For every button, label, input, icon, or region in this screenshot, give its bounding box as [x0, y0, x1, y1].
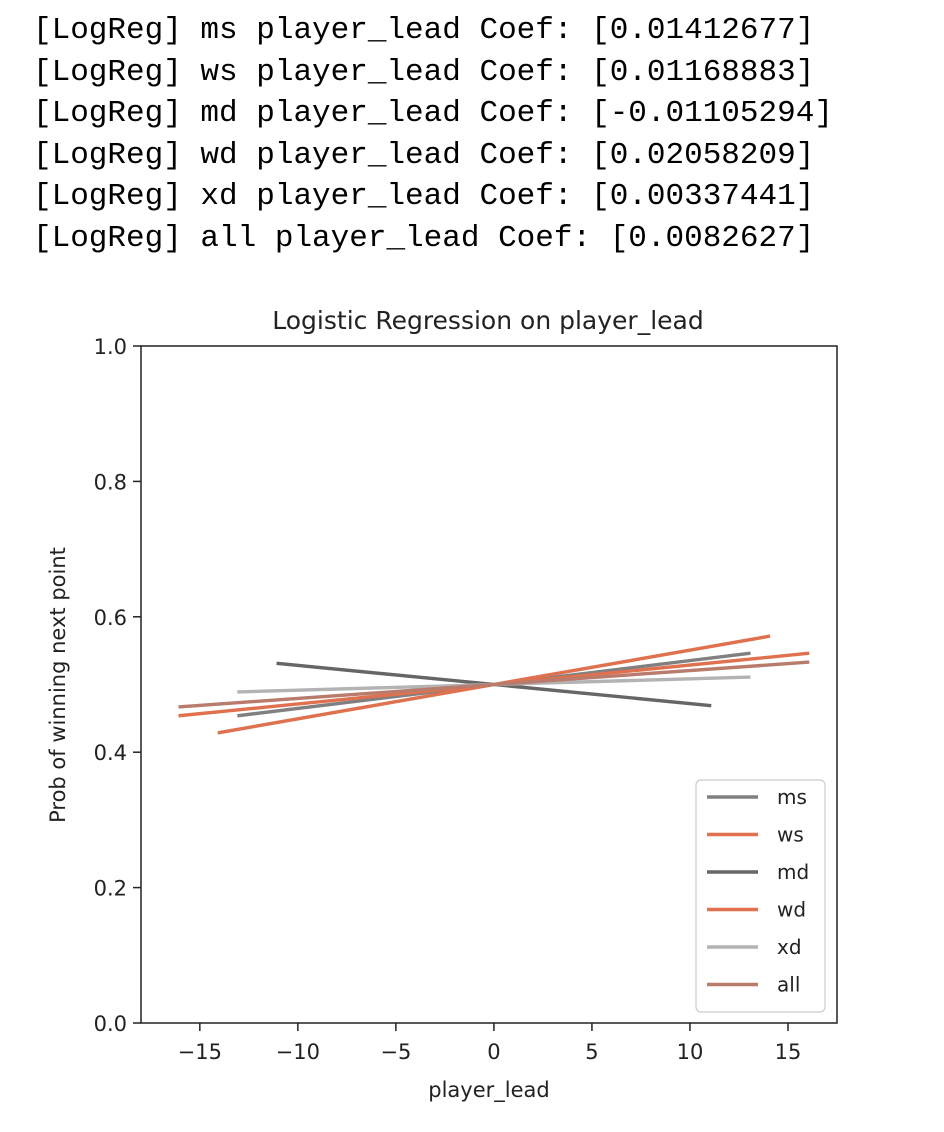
- x-tick-label: 10: [677, 1040, 704, 1064]
- legend: ms ws md wd xd all: [695, 779, 826, 1013]
- console-line: [LogReg] xd player_lead Coef: [0.0033744…: [33, 179, 815, 214]
- chart-title: Logistic Regression on player_lead: [272, 306, 703, 335]
- x-tick-label: −10: [276, 1040, 320, 1064]
- y-tick-label: 0.4: [94, 741, 127, 765]
- y-axis-label: Prob of winning next point: [46, 547, 70, 823]
- series-line-all: [178, 660, 810, 709]
- legend-box: [695, 779, 826, 1013]
- y-tick-label: 0.8: [94, 470, 127, 494]
- plot-area-frame: [140, 345, 838, 1024]
- legend-label-ms: ms: [777, 785, 807, 809]
- console-line: [LogReg] wd player_lead Coef: [0.0205820…: [33, 137, 815, 173]
- y-tick-label: 0.2: [94, 877, 127, 901]
- x-tick-label: −5: [380, 1040, 411, 1064]
- x-tick-label: −15: [178, 1040, 222, 1064]
- x-tick-label: 5: [585, 1040, 598, 1064]
- y-tick-label: 0.6: [94, 606, 127, 630]
- legend-label-wd: wd: [777, 898, 806, 922]
- console-output: [LogReg] ms player_lead Coef: [0.0141267…: [33, 10, 833, 259]
- legend-label-all: all: [777, 973, 800, 997]
- legend-label-ws: ws: [777, 823, 804, 847]
- legend-label-md: md: [777, 860, 809, 884]
- logistic-regression-chart: Logistic Regression on player_lead −15 −1…: [46, 306, 838, 1103]
- y-tick-label: 1.0: [94, 335, 127, 359]
- x-tick-label: 15: [775, 1040, 802, 1064]
- console-line: [LogReg] md player_lead Coef: [-0.011052…: [33, 96, 833, 131]
- y-axis: 0.0 0.2 0.4 0.6 0.8 1.0: [94, 335, 141, 1036]
- console-line: [LogReg] ms player_lead Coef: [0.0141267…: [33, 13, 815, 48]
- console-line: [LogReg] all player_lead Coef: [0.008262…: [33, 220, 815, 256]
- x-axis: −15 −10 −5 0 5 10 15: [178, 1023, 802, 1064]
- legend-label-xd: xd: [777, 935, 802, 959]
- x-tick-label: 0: [487, 1040, 500, 1064]
- console-line: [LogReg] ws player_lead Coef: [0.0116888…: [33, 54, 815, 90]
- y-tick-label: 0.0: [94, 1012, 127, 1036]
- x-axis-label: player_lead: [428, 1078, 549, 1103]
- plot-lines: [178, 634, 810, 735]
